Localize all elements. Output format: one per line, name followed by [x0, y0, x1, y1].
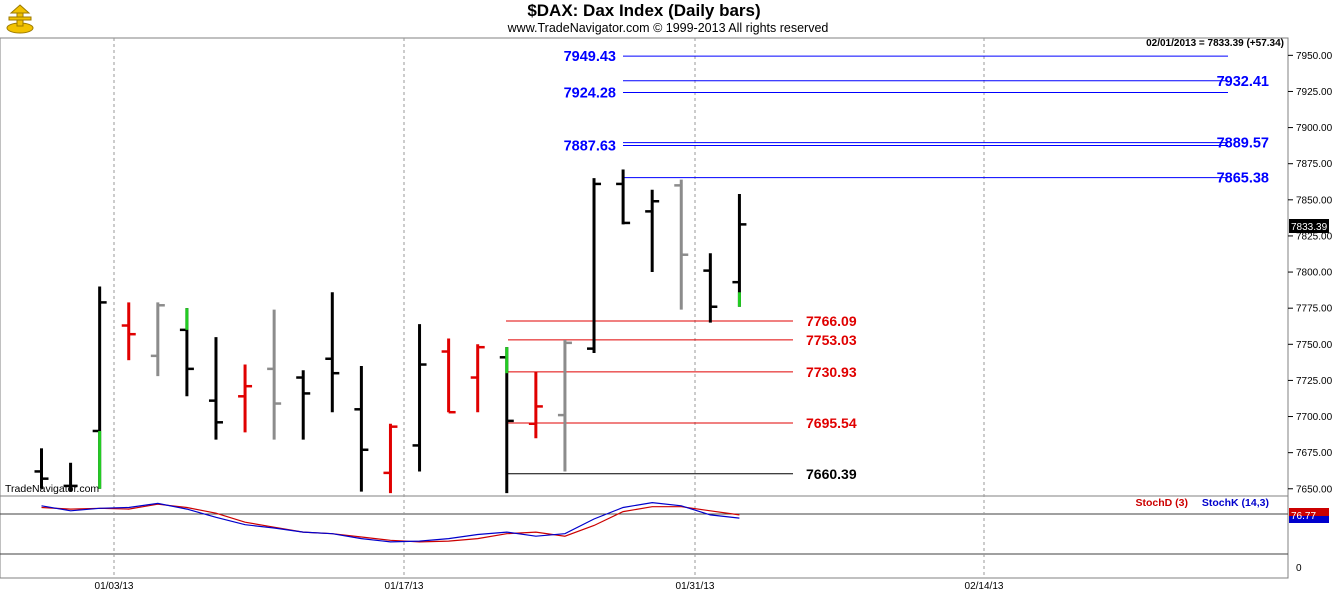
ohlc-bar [732, 194, 747, 307]
y-tick-label: 7700.00 [1296, 412, 1333, 423]
ohlc-bar [208, 337, 223, 440]
price-level-label: 7949.43 [564, 49, 616, 65]
ohlc-bar [674, 179, 689, 310]
price-level-label: 7660.39 [806, 466, 857, 482]
price-level-label: 7730.93 [806, 364, 857, 380]
price-level-label: 7932.41 [1217, 74, 1269, 90]
indicator-zero-tick: 0 [1296, 563, 1302, 574]
ohlc-bar [150, 302, 165, 377]
x-tick-label: 01/03/13 [95, 581, 134, 592]
ohlc-bar [238, 364, 253, 433]
y-tick-label: 7900.00 [1296, 123, 1333, 134]
ohlc-bar [121, 302, 136, 361]
price-panel [0, 37, 1289, 497]
last-value-readout: 02/01/2013 = 7833.39 (+57.34) [1146, 38, 1284, 49]
ohlc-bar [528, 371, 543, 439]
stochk-line [41, 501, 740, 543]
stochk-legend: StochK (14,3) [1202, 497, 1269, 509]
y-tick-label: 7875.00 [1296, 159, 1333, 170]
price-level-label: 7887.63 [564, 138, 616, 154]
ohlc-bar [441, 338, 456, 414]
ohlc-bar [63, 462, 78, 492]
price-level-label: 7695.54 [806, 415, 857, 431]
y-tick-label: 7825.00 [1296, 231, 1333, 242]
ohlc-bar [616, 169, 631, 225]
x-tick-label: 02/14/13 [965, 581, 1004, 592]
price-level-label: 7924.28 [564, 85, 616, 101]
y-tick-label: 7850.00 [1296, 195, 1333, 206]
stoch-value-box-top [1289, 508, 1329, 516]
last-price-box [1289, 219, 1329, 233]
ohlc-bar [703, 253, 718, 323]
watermark: TradeNavigator.com [5, 483, 99, 495]
y-tick-label: 7950.00 [1296, 51, 1333, 62]
chart-header: $DAX: Dax Index (Daily bars) www.TradeNa… [0, 0, 1336, 38]
ohlc-bar [470, 344, 485, 413]
y-tick-label: 7650.00 [1296, 484, 1333, 495]
ohlc-bar [296, 370, 311, 440]
price-level-label: 7889.57 [1217, 136, 1269, 152]
price-level-label: 7766.09 [806, 313, 857, 329]
price-levels: 7949.43 7932.41 7924.28 7889.57 7887.63 7865.… [506, 49, 1269, 482]
y-tick-label: 7675.00 [1296, 448, 1333, 459]
date-gridlines [113, 38, 985, 578]
ohlc-bars [34, 169, 747, 494]
chart-title: $DAX: Dax Index (Daily bars) [527, 1, 761, 20]
price-level-label: 7753.03 [806, 332, 857, 348]
x-tick-label: 01/17/13 [385, 581, 424, 592]
ohlc-bar [383, 423, 398, 494]
ohlc-bar [412, 324, 427, 472]
stochd-legend: StochD (3) [1136, 497, 1189, 509]
ohlc-bar [34, 448, 49, 489]
chart-panels [0, 37, 1289, 579]
trade-navigator-logo-icon [6, 4, 34, 34]
x-axis: 01/03/13 01/17/13 01/31/13 02/14/13 [95, 581, 1004, 592]
last-price-label: 7833.39 [1291, 222, 1328, 233]
ohlc-bar [267, 309, 282, 440]
y-tick-label: 7800.00 [1296, 268, 1333, 279]
y-tick-label: 7750.00 [1296, 340, 1333, 351]
ohlc-bar [645, 189, 660, 273]
y-tick-label: 7725.00 [1296, 376, 1333, 387]
price-level-label: 7865.38 [1217, 171, 1269, 187]
y-tick-label: 7775.00 [1296, 304, 1333, 315]
y-tick-label: 7925.00 [1296, 87, 1333, 98]
ohlc-bar [557, 339, 572, 472]
ohlc-bar [354, 365, 369, 492]
ohlc-bar [325, 292, 340, 413]
ohlc-bar [587, 178, 602, 353]
stoch-current-label: 76.77 [1291, 511, 1316, 522]
y-axis: 7650.00 7675.00 7700.00 7725.00 7750.00 7775.… [1288, 51, 1333, 495]
chart-subtitle: www.TradeNavigator.com © 1999-2013 All r… [507, 21, 829, 35]
stochd-line [41, 503, 740, 543]
stoch-value-box-bottom [1289, 516, 1329, 523]
indicator-panel [0, 495, 1289, 579]
stochastic-indicator [41, 501, 740, 543]
x-tick-label: 01/31/13 [676, 581, 715, 592]
